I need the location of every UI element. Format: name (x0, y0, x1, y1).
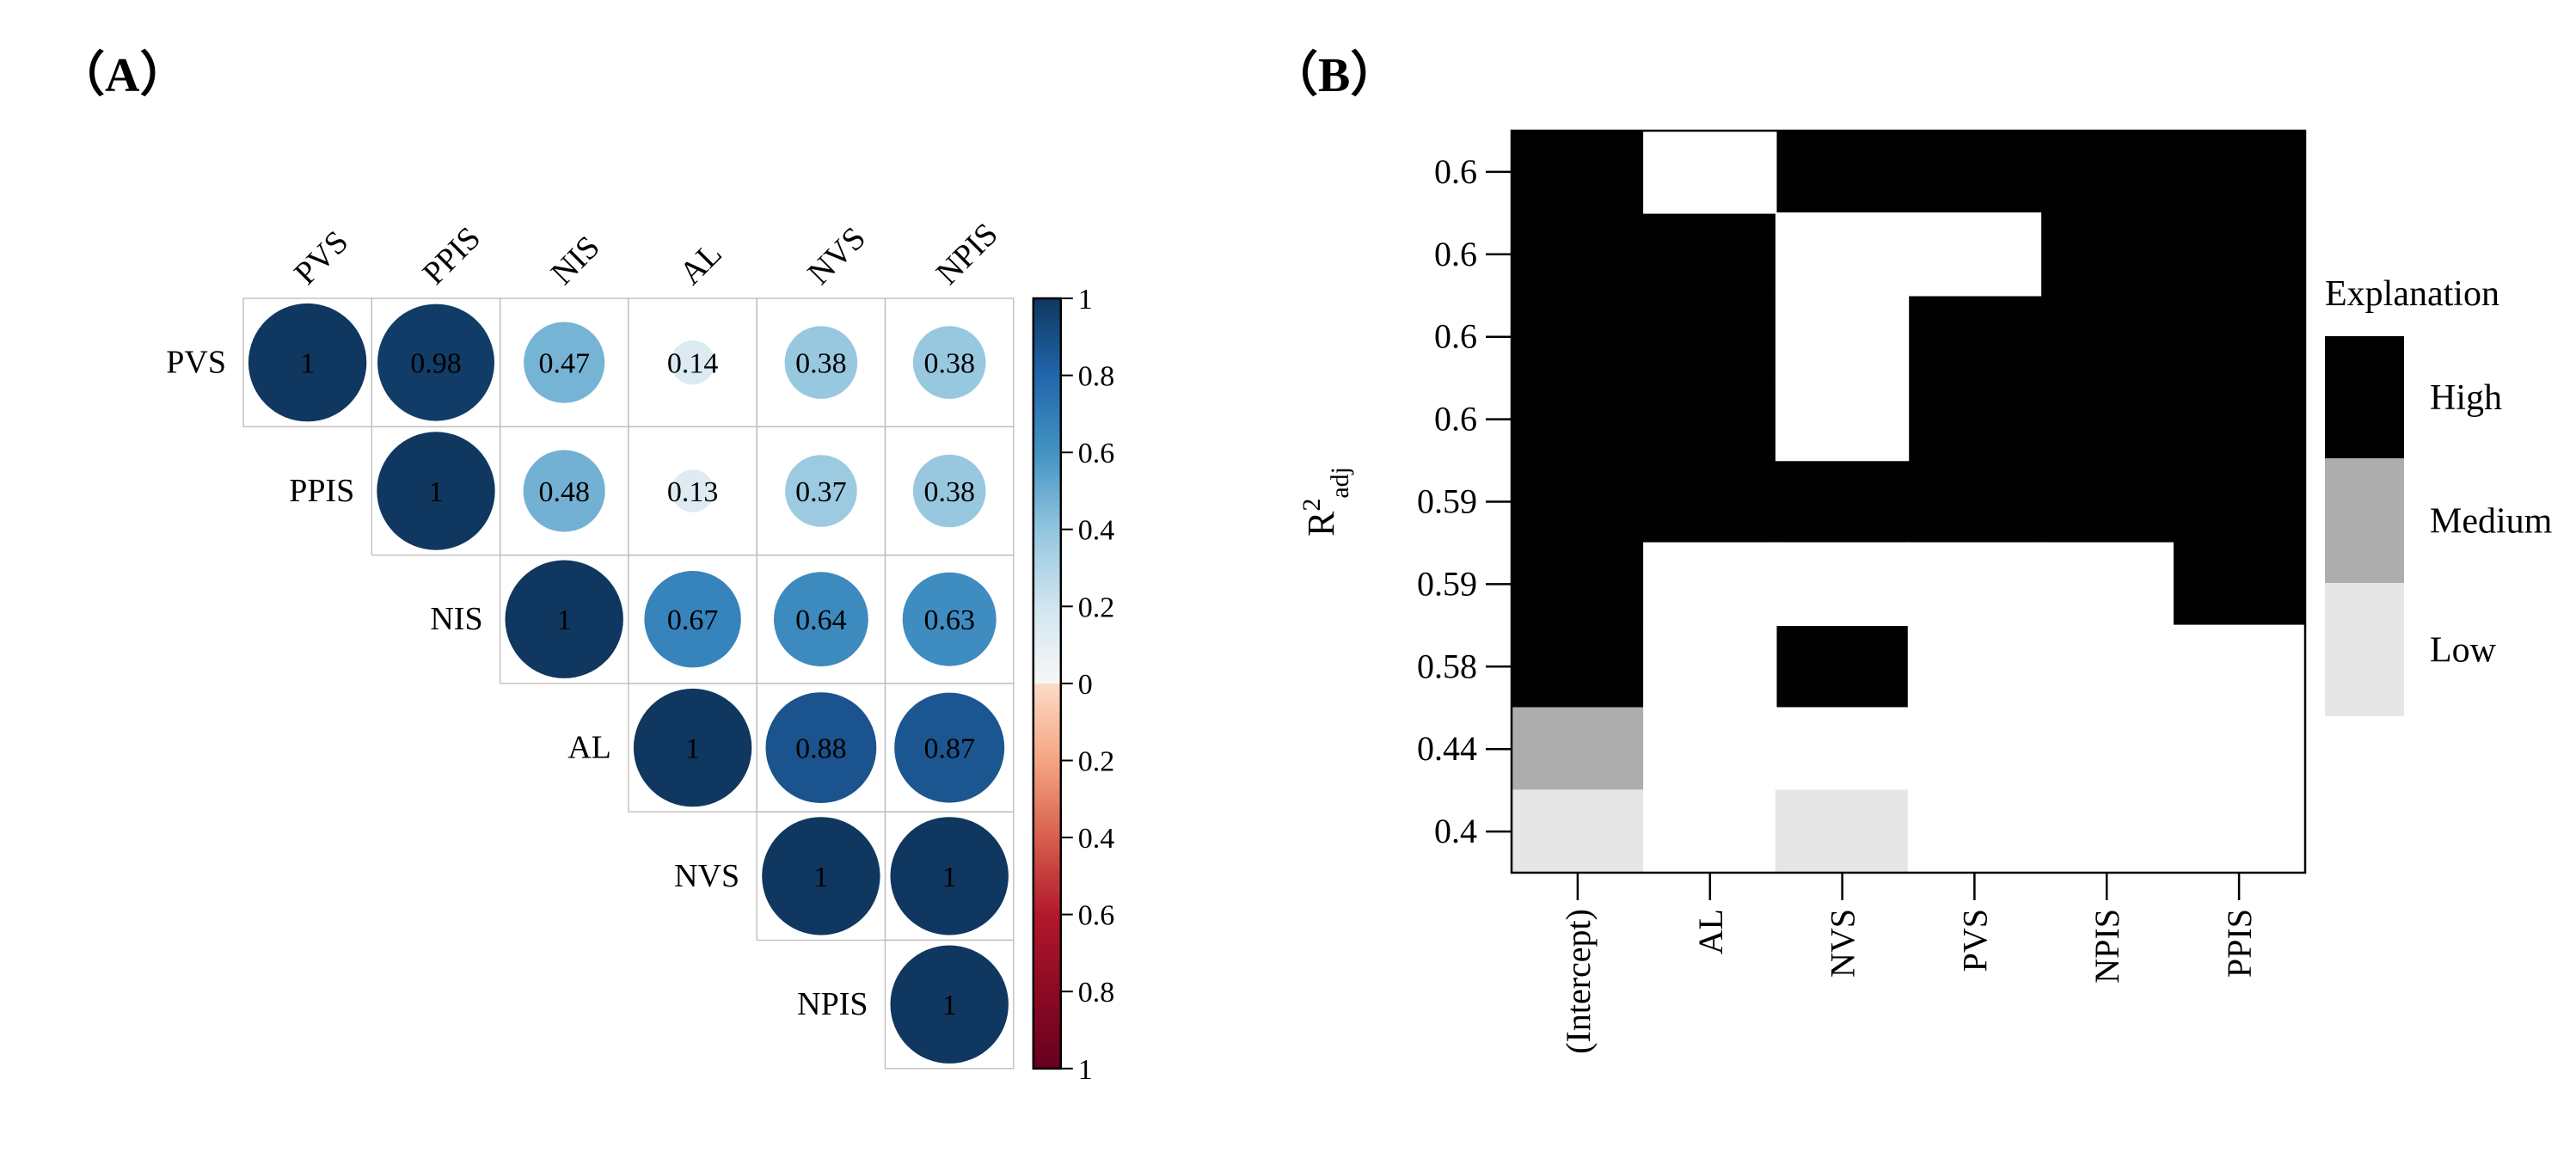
svg-text:R2adj: R2adj (1297, 467, 1354, 537)
svg-text:NPIS: NPIS (2088, 909, 2126, 984)
svg-text:NVS: NVS (1824, 909, 1862, 978)
svg-text:0.58: 0.58 (1417, 647, 1477, 685)
svg-text:0.4: 0.4 (1434, 812, 1477, 850)
svg-text:PPIS: PPIS (2220, 909, 2259, 978)
svg-text:(Intercept): (Intercept) (1559, 909, 1598, 1054)
svg-text:0.6: 0.6 (1434, 317, 1477, 356)
svg-text:Explanation: Explanation (2325, 274, 2499, 314)
svg-text:High: High (2430, 378, 2502, 418)
svg-text:0.6: 0.6 (1434, 400, 1477, 438)
svg-text:Medium: Medium (2430, 502, 2553, 542)
svg-text:0.6: 0.6 (1434, 152, 1477, 191)
svg-text:0.44: 0.44 (1417, 729, 1477, 768)
svg-text:0.6: 0.6 (1434, 235, 1477, 273)
svg-text:0.59: 0.59 (1417, 482, 1477, 521)
svg-text:0.59: 0.59 (1417, 564, 1477, 603)
svg-text:Low: Low (2430, 631, 2497, 671)
svg-text:AL: AL (1691, 909, 1730, 954)
svg-text:PVS: PVS (1955, 909, 1994, 972)
